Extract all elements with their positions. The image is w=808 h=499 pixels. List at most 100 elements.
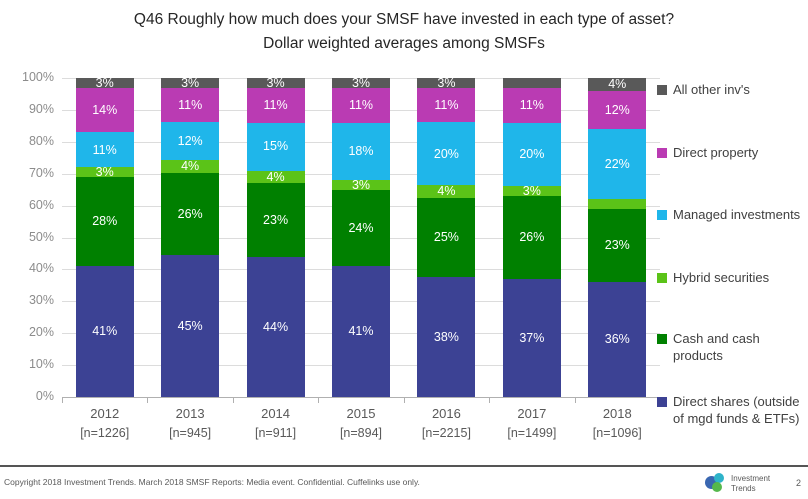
x-category-n: [n=911] bbox=[254, 425, 297, 440]
x-category-label: 2013 [n=945] bbox=[147, 405, 232, 442]
y-tick-label: 70% bbox=[28, 165, 54, 180]
x-axis: 2012 [n=1226] 2013 [n=945] 2014 [n=911] 2015 [n… bbox=[62, 405, 660, 445]
legend-item: Managed investments bbox=[657, 207, 800, 224]
bar-2016: 38% 25% 4% 20% 11% 3% bbox=[417, 75, 476, 397]
x-axis-tick bbox=[574, 398, 576, 403]
legend-label: Direct shares (outside of mgd funds & ET… bbox=[673, 394, 800, 426]
bar-segment: 14% bbox=[75, 87, 134, 133]
plot-area: 41% 28% 3% 11% 14% 3% 45% 26% 4% 12% 11% 3% 44% 23% 4%… bbox=[62, 75, 661, 403]
x-category-label: 2016 [n=2215] bbox=[404, 405, 489, 442]
bar-segment: 12% bbox=[161, 122, 220, 161]
bar-segment-label: 3% bbox=[437, 75, 456, 90]
bar-segment-label: 45% bbox=[177, 318, 203, 333]
bar-segment: 4% bbox=[161, 159, 220, 174]
bar-segment-label: 11% bbox=[519, 97, 544, 112]
bar-segment-label: 41% bbox=[348, 324, 374, 339]
x-category-n: [n=1226] bbox=[80, 425, 130, 440]
bar-segment-label: 24% bbox=[348, 220, 374, 235]
bar-2012: 41% 28% 3% 11% 14% 3% bbox=[75, 77, 134, 397]
x-category-year: 2017 bbox=[517, 406, 547, 421]
legend-label: Direct property bbox=[673, 145, 759, 160]
x-axis-tick bbox=[62, 398, 63, 403]
legend-swatch-icon bbox=[657, 85, 667, 95]
y-tick-label: 30% bbox=[28, 293, 54, 308]
x-category-label: 2015 [n=894] bbox=[318, 405, 403, 442]
bar-segment-label: 20% bbox=[519, 147, 545, 162]
bar-segment: 44% bbox=[246, 256, 305, 397]
bar-segment-label: 11% bbox=[263, 97, 288, 112]
x-category-year: 2016 bbox=[431, 406, 461, 421]
bar-segment: 26% bbox=[161, 172, 220, 255]
bar-segment-label: 20% bbox=[433, 146, 459, 161]
bar-segment: 3% bbox=[332, 177, 390, 192]
x-category-label: 2014 [n=911] bbox=[233, 405, 318, 442]
page-number: 2 bbox=[795, 478, 801, 488]
bar-segment-label: 11% bbox=[178, 97, 203, 112]
legend-item: Direct shares (outside of mgd funds & ET… bbox=[657, 394, 808, 428]
chart-title-line1: Q46 Roughly how much does your SMSF have… bbox=[133, 11, 675, 28]
copyright-text: Copyright 2018 Investment Trends. March … bbox=[4, 477, 420, 487]
bar-segment: 20% bbox=[502, 122, 561, 187]
x-category-n: [n=1096] bbox=[592, 425, 642, 440]
y-tick-label: 50% bbox=[28, 229, 54, 244]
bar-segment-label: 38% bbox=[433, 329, 459, 344]
x-axis-line bbox=[62, 397, 660, 398]
bar-segment: 3% bbox=[417, 75, 476, 90]
bar-segment-label: 4% bbox=[266, 169, 285, 184]
bar-segment: 37% bbox=[502, 278, 561, 397]
bar-segment bbox=[502, 78, 561, 88]
x-axis-tick bbox=[403, 398, 405, 403]
x-axis-tick bbox=[232, 398, 234, 403]
x-category-label: 2012 [n=1226] bbox=[62, 405, 147, 442]
bar-segment: 20% bbox=[417, 122, 476, 186]
legend-item: All other inv's bbox=[657, 82, 750, 99]
bar-segment-label: 28% bbox=[92, 214, 118, 229]
x-category-year: 2018 bbox=[602, 406, 632, 421]
bar-segment-label: 23% bbox=[604, 238, 630, 253]
bar-segment bbox=[588, 199, 647, 209]
bar-segment: 4% bbox=[246, 169, 305, 184]
legend-label: Cash and cash products bbox=[673, 331, 760, 363]
bar-segment: 38% bbox=[417, 276, 476, 397]
bar-2014: 44% 23% 4% 15% 11% 3% bbox=[246, 75, 305, 397]
bar-segment: 26% bbox=[502, 196, 561, 279]
investment-trends-logo-icon bbox=[705, 473, 727, 494]
legend-item: Cash and cash products bbox=[657, 331, 808, 365]
bar-segment-label: 11% bbox=[348, 97, 374, 112]
bar-2017: 37% 26% 3% 20% 11% bbox=[502, 78, 561, 397]
logo-wordmark-line2: Trends bbox=[731, 483, 756, 493]
bar-segment: 11% bbox=[161, 87, 220, 123]
y-tick-label: 10% bbox=[28, 357, 54, 372]
logo-wordmark-line1: Investment bbox=[731, 474, 771, 483]
bar-segment: 45% bbox=[161, 254, 220, 397]
y-tick-label: 0% bbox=[35, 389, 54, 403]
chart-title: Q46 Roughly how much does your SMSF have… bbox=[0, 8, 808, 56]
legend-swatch-icon bbox=[657, 273, 667, 283]
bar-segment: 3% bbox=[161, 75, 220, 90]
x-category-year: 2013 bbox=[175, 406, 205, 421]
x-axis-tick bbox=[318, 398, 320, 403]
bar-segment: 11% bbox=[75, 132, 134, 168]
bar-segment: 41% bbox=[75, 266, 134, 397]
x-category-year: 2015 bbox=[346, 406, 376, 421]
bar-segment-label: 44% bbox=[263, 319, 289, 334]
y-tick-label: 90% bbox=[28, 101, 54, 116]
bar-segment-label: 3% bbox=[181, 75, 200, 90]
legend-swatch-icon bbox=[657, 148, 667, 158]
x-category-n: [n=894] bbox=[339, 425, 383, 440]
bar-segment: 4% bbox=[588, 78, 647, 91]
bar-segment-label: 11% bbox=[434, 97, 459, 112]
bar-segment-label: 3% bbox=[351, 177, 371, 192]
y-tick-label: 20% bbox=[28, 325, 54, 340]
legend-item: Direct property bbox=[657, 145, 758, 162]
bar-segment-label: 3% bbox=[266, 75, 285, 90]
bar-segment: 3% bbox=[502, 185, 561, 197]
bar-segment-label: 15% bbox=[263, 139, 289, 154]
bar-segment-label: 36% bbox=[604, 332, 630, 347]
bar-segment-label: 14% bbox=[92, 102, 118, 117]
bar-segment-label: 4% bbox=[181, 159, 200, 174]
bar-segment: 11% bbox=[417, 87, 476, 123]
bar-segment-label: 3% bbox=[95, 164, 114, 179]
bar-2013: 45% 26% 4% 12% 11% 3% bbox=[161, 75, 220, 397]
